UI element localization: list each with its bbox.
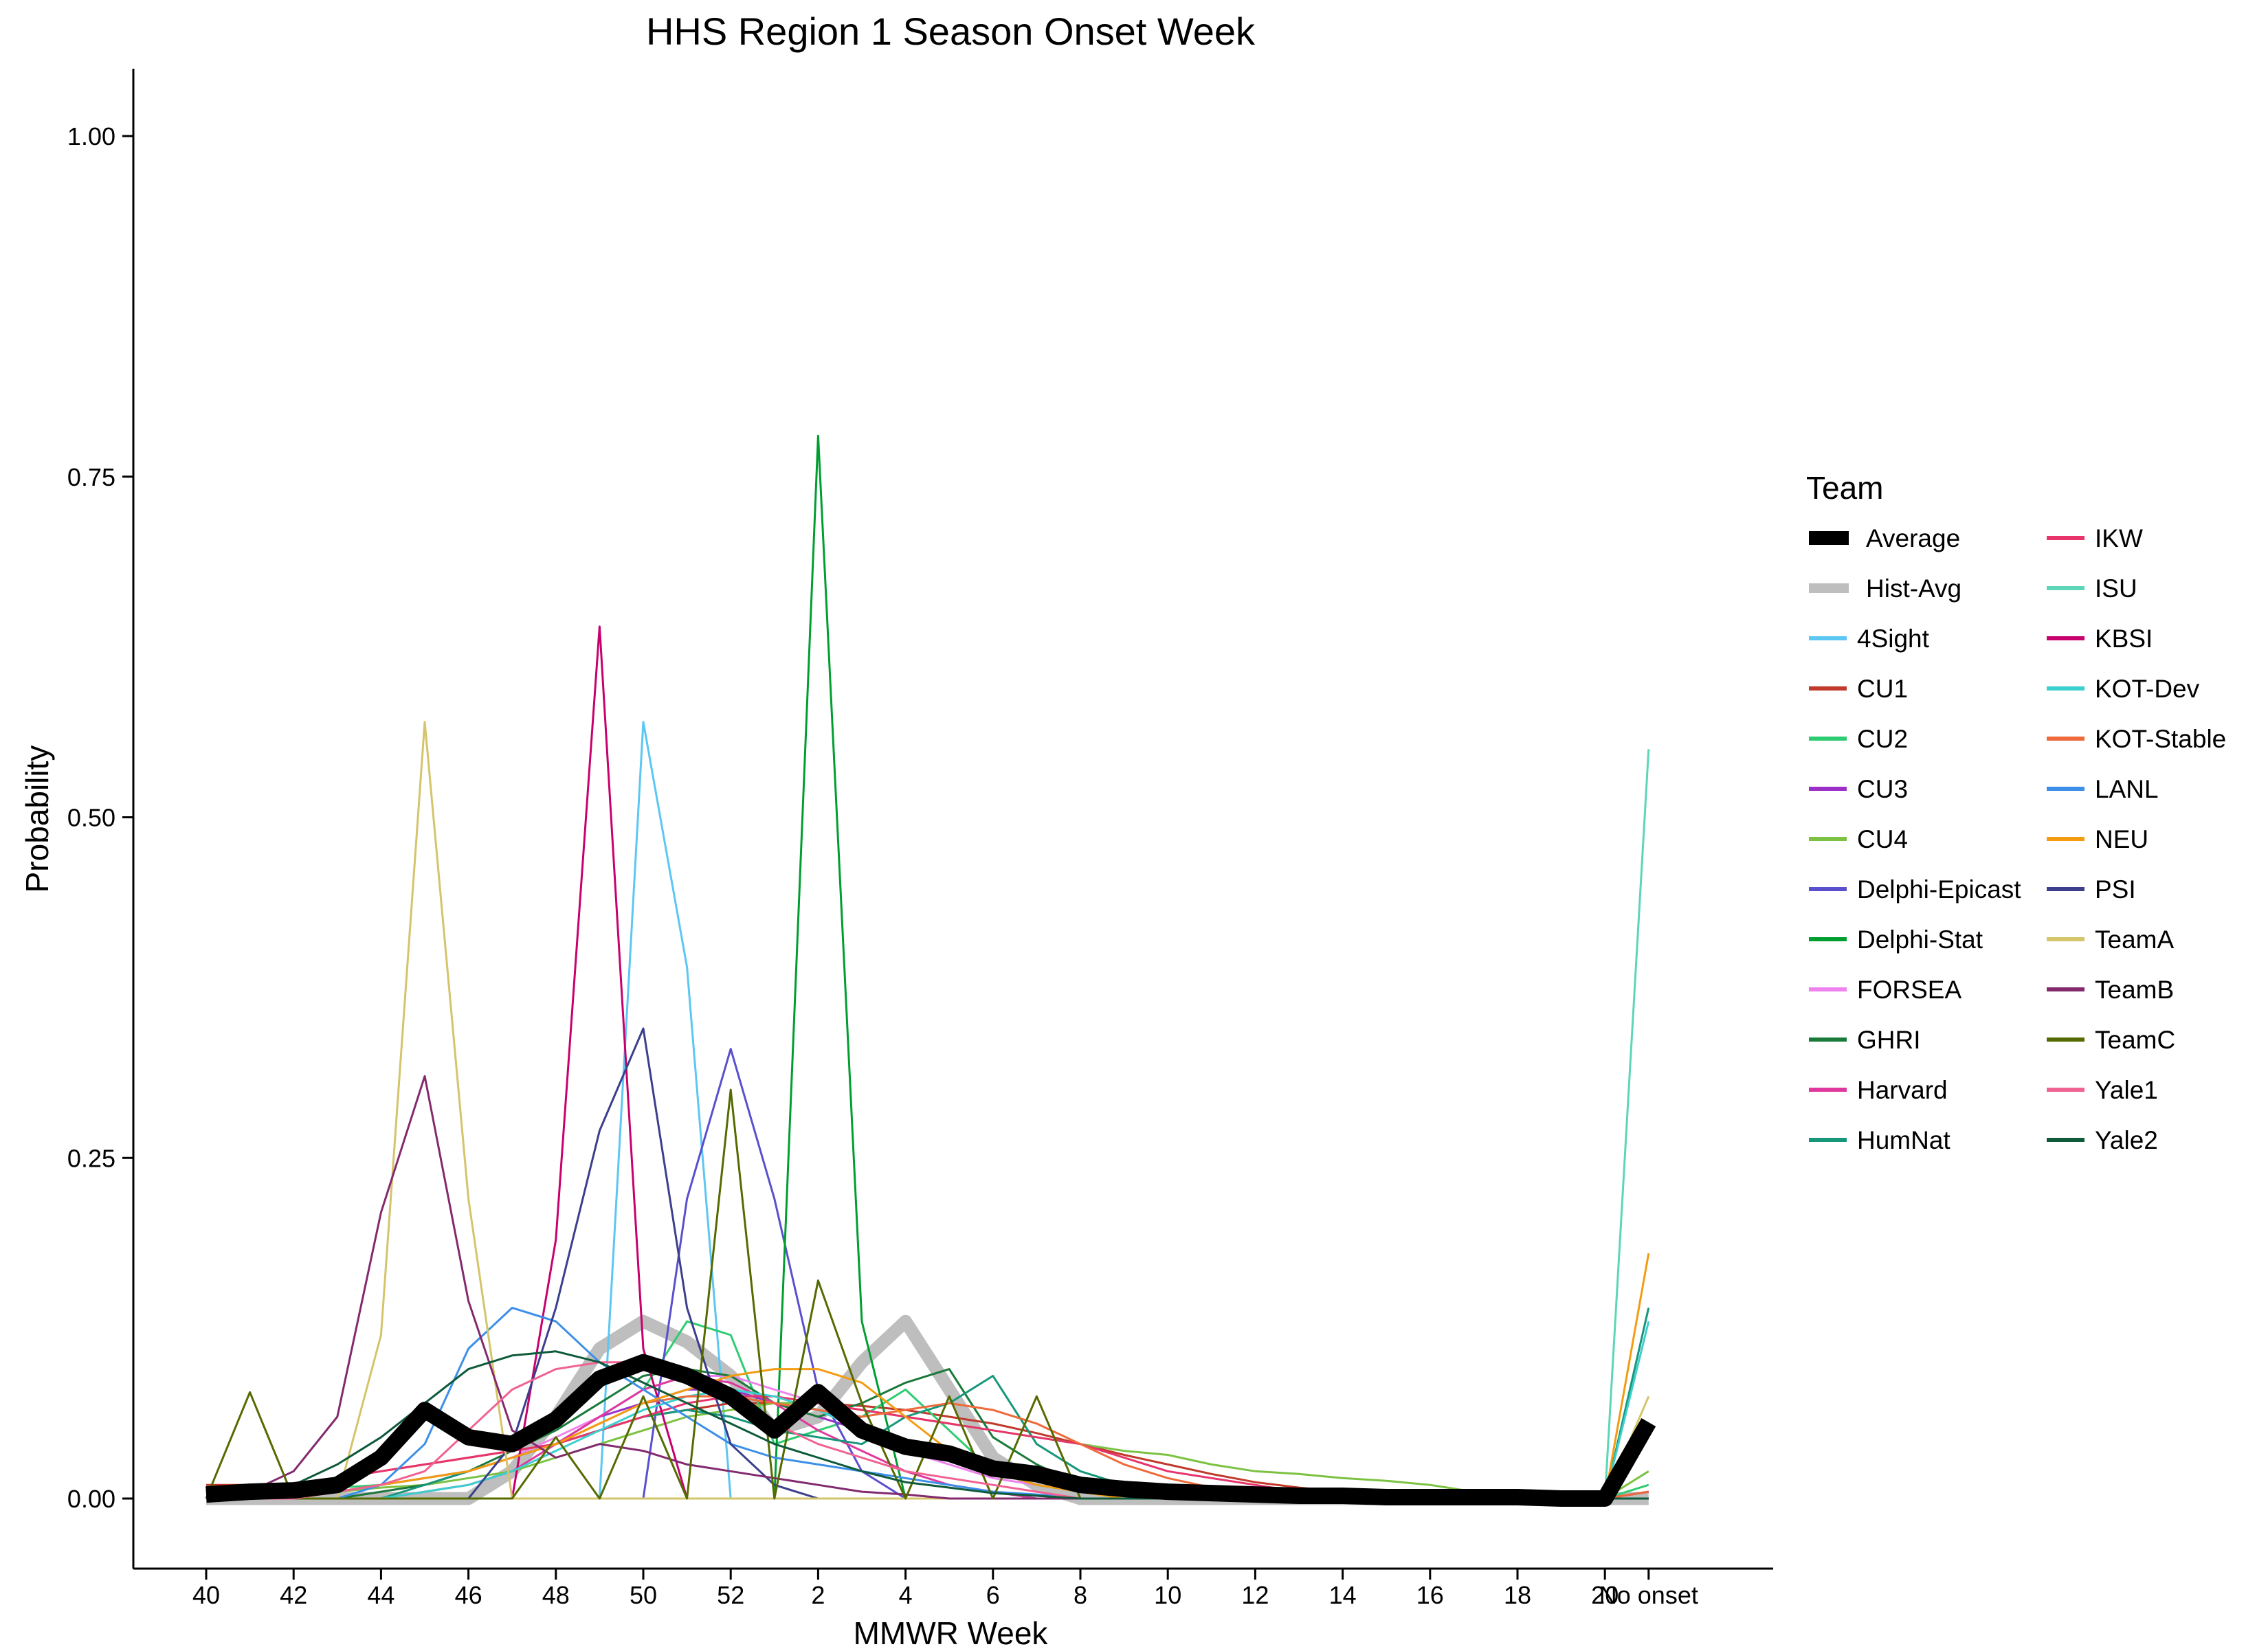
legend-label-cu4: CU4 [1857, 825, 1908, 853]
x-tick-label: 14 [1329, 1581, 1357, 1609]
y-tick-label: 0.00 [67, 1485, 115, 1513]
legend-label-teama: TeamA [2095, 926, 2174, 954]
legend-label-average: Average [1866, 524, 1960, 552]
legend-label-humnat: HumNat [1857, 1126, 1950, 1154]
legend-label-ghri: GHRI [1857, 1026, 1921, 1054]
chart-title: HHS Region 1 Season Onset Week [646, 10, 1256, 53]
x-tick-label: 50 [630, 1581, 657, 1609]
series-line-average [205, 1354, 1656, 1507]
legend-label-kot-dev: KOT-Dev [2095, 675, 2200, 703]
series-line-harvard [206, 1375, 1649, 1500]
x-tick-label: 42 [280, 1581, 307, 1609]
legend-label-yale1: Yale1 [2095, 1076, 2158, 1104]
x-tick-label: 12 [1241, 1581, 1269, 1609]
x-tick-label: 44 [367, 1581, 394, 1609]
series-line-forsea [206, 1375, 1649, 1500]
legend-label-teamb: TeamB [2095, 976, 2174, 1004]
legend-label-yale2: Yale2 [2095, 1126, 2158, 1154]
x-tick-label: 6 [986, 1581, 1000, 1609]
series-line-delphi-epicast [206, 1048, 1649, 1500]
series-line-isu [206, 749, 1650, 1500]
legend-label-cu2: CU2 [1857, 725, 1908, 753]
legend-label-harvard: Harvard [1857, 1076, 1948, 1104]
legend-label-forsea: FORSEA [1857, 976, 1961, 1004]
legend-label-teamc: TeamC [2095, 1026, 2175, 1054]
legend-label-kot-stable: KOT-Stable [2095, 725, 2226, 753]
legend-label-delphi-stat: Delphi-Stat [1857, 926, 1983, 954]
legend-label-neu: NEU [2095, 825, 2148, 853]
legend-label-kbsi: KBSI [2095, 625, 2153, 653]
x-axis-title: MMWR Week [854, 1615, 1049, 1649]
plot-area [205, 434, 1656, 1507]
x-tick-label: 52 [717, 1581, 744, 1609]
y-tick-label: 0.75 [67, 463, 115, 491]
x-tick-label: 2 [811, 1581, 825, 1609]
legend-label-cu1: CU1 [1857, 675, 1908, 703]
legend-label-hist-avg: Hist-Avg [1866, 574, 1961, 603]
legend-label-isu: ISU [2095, 574, 2137, 603]
legend-label-delphi-epicast: Delphi-Epicast [1857, 875, 2021, 904]
legend-label-ikw: IKW [2095, 524, 2143, 552]
x-tick-label: 40 [192, 1581, 220, 1609]
x-tick-label: 20 [1591, 1581, 1619, 1609]
legend: Team Average Hist-Avg 4Sight CU1 CU2 CU3 CU4 De… [1806, 470, 2226, 1154]
y-axis-ticks: 0.00 0.25 0.50 0.75 1.00 [67, 122, 133, 1513]
y-axis-title: Probability [19, 745, 55, 893]
y-tick-label: 0.25 [67, 1144, 115, 1172]
x-tick-label: 46 [455, 1581, 482, 1609]
x-tick-label: No onset [1599, 1581, 1698, 1609]
series-line-teama [206, 721, 1650, 1500]
x-tick-label: 10 [1154, 1581, 1181, 1609]
series-line-delphi-stat [206, 434, 1649, 1500]
series-line-psi [206, 1027, 1649, 1500]
y-tick-label: 0.50 [67, 804, 115, 832]
legend-label-psi: PSI [2095, 875, 2136, 904]
legend-label-cu3: CU3 [1857, 775, 1908, 803]
series-line-teamb [205, 1075, 1649, 1500]
x-tick-label: 48 [542, 1581, 570, 1609]
x-tick-label: 8 [1074, 1581, 1087, 1609]
series-line-4sight [206, 721, 1649, 1500]
x-tick-label: 18 [1504, 1581, 1531, 1609]
legend-label-lanl: LANL [2095, 775, 2159, 803]
series-line-teamc [205, 1088, 1649, 1500]
y-tick-label: 1.00 [67, 122, 115, 150]
legend-title: Team [1806, 470, 1883, 506]
legend-label-4sight: 4Sight [1857, 625, 1930, 653]
x-tick-label: 4 [899, 1581, 913, 1609]
series-line-yale2 [205, 1350, 1649, 1500]
x-tick-label: 16 [1416, 1581, 1444, 1609]
